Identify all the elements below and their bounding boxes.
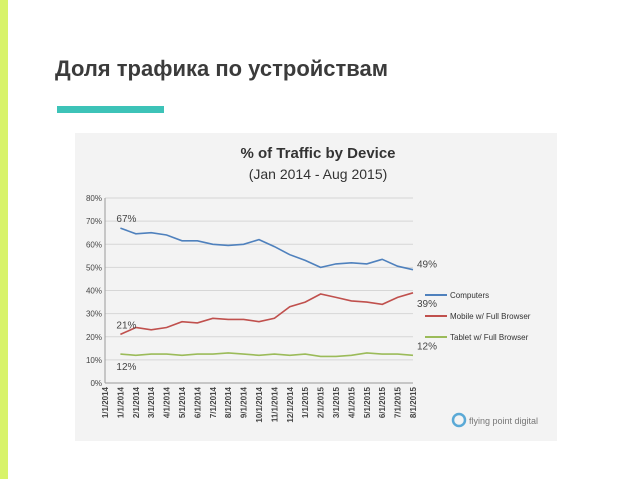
x-tick-label: 7/1/2014 [209,386,218,418]
data-label: 12% [417,341,437,352]
x-axis: 1/1/2014 1/1/2014 2/1/2014 3/1/2014 4/1/2014… [101,386,418,422]
data-label: 67% [116,214,136,225]
data-labels: 67% 49% 21% 39% 12% 12% [116,214,437,373]
x-tick-label: 10/1/2014 [255,386,264,422]
series-line-2 [120,352,414,358]
chart-subtitle: (Jan 2014 - Aug 2015) [249,166,388,182]
x-tick-label: 3/1/2014 [147,386,156,418]
legend-entry: Mobile w/ Full Browser [450,312,531,321]
series [120,227,414,358]
series-line-0 [120,227,414,271]
y-tick-label: 30% [86,310,102,319]
x-tick-label: 11/1/2014 [270,386,279,422]
x-tick-label: 12/1/2014 [286,386,295,422]
y-tick-label: 0% [90,379,102,388]
grid [104,197,413,384]
x-tick-label: 2/1/2015 [317,386,326,418]
x-tick-label: 1/1/2015 [301,386,310,418]
x-tick-label: 3/1/2015 [332,386,341,418]
x-tick-label: 8/1/2014 [224,386,233,418]
x-tick-label: 4/1/2014 [163,386,172,418]
x-tick-label: 4/1/2015 [347,386,356,418]
left-accent-bar [0,0,8,479]
logo-text: flying point digital [469,416,538,426]
slide-title: Доля трафика по устройствам [55,56,389,81]
y-tick-label: 50% [86,263,102,272]
data-label: 12% [116,362,136,373]
chart-title: % of Traffic by Device [240,145,395,162]
y-tick-label: 10% [86,356,102,365]
x-tick-label: 9/1/2014 [240,386,249,418]
y-tick-label: 40% [86,287,102,296]
data-label: 21% [116,320,136,331]
y-tick-label: 20% [86,333,102,342]
x-tick-label: 5/1/2014 [178,386,187,418]
x-tick-label: 2/1/2014 [132,386,141,418]
x-tick-label: 1/1/2014 [101,386,110,418]
y-tick-label: 70% [86,217,102,226]
legend-entry: Computers [450,291,489,300]
legend: Computers Mobile w/ Full Browser Tablet w/… [425,291,531,342]
y-tick-label: 60% [86,240,102,249]
x-tick-label: 6/1/2015 [378,386,387,418]
title-underline [57,106,164,113]
traffic-chart: % of Traffic by Device (Jan 2014 - Aug 2… [86,145,538,428]
flying-point-logo-icon [451,412,467,428]
y-tick-label: 80% [86,194,102,203]
x-tick-label: 1/1/2014 [116,386,125,418]
legend-entry: Tablet w/ Full Browser [450,333,529,342]
series-line-1 [120,292,414,336]
data-label: 39% [417,299,437,310]
x-tick-label: 5/1/2015 [363,386,372,418]
y-axis: 0% 10% 20% 30% 40% 50% 60% 70% 80% [86,194,102,388]
data-label: 49% [417,260,437,271]
x-tick-label: 6/1/2014 [193,386,202,418]
x-tick-label: 8/1/2015 [409,386,418,418]
logo: flying point digital [451,412,538,428]
chart-panel: % of Traffic by Device (Jan 2014 - Aug 2… [75,133,557,441]
x-tick-label: 7/1/2015 [394,386,403,418]
